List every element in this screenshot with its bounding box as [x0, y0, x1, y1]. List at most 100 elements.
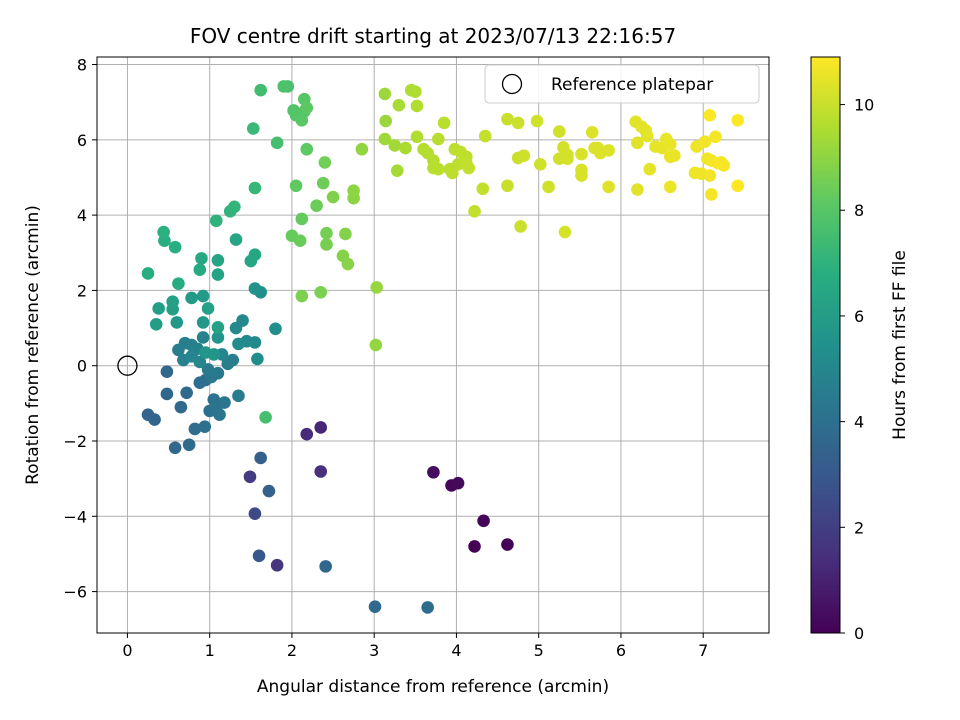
data-point — [254, 451, 267, 465]
data-point — [709, 130, 722, 144]
data-point — [388, 139, 402, 152]
reference-platepar-marker — [117, 355, 138, 376]
data-point — [698, 135, 712, 149]
data-point — [300, 427, 314, 441]
data-point — [514, 220, 527, 233]
data-point — [310, 199, 323, 213]
data-point — [320, 238, 333, 251]
data-point — [399, 141, 412, 155]
data-point — [248, 181, 262, 195]
data-point — [432, 132, 445, 146]
data-point — [451, 476, 465, 490]
data-point — [295, 212, 309, 226]
data-point — [293, 234, 307, 248]
data-point — [198, 420, 212, 433]
colorbar-ticks: 0 2 4 6 8 10 — [840, 96, 874, 643]
x-tick-label: 3 — [369, 641, 379, 660]
data-point — [314, 421, 328, 434]
legend-box — [484, 64, 760, 104]
colorbar-tick-label: 10 — [854, 96, 874, 115]
data-point — [631, 183, 644, 196]
data-point — [211, 253, 225, 267]
data-point — [427, 465, 440, 479]
data-point — [703, 169, 717, 182]
data-point — [199, 346, 212, 359]
data-point — [232, 389, 245, 403]
x-tick-label: 2 — [287, 641, 297, 660]
data-point — [410, 99, 424, 113]
data-point — [148, 413, 161, 426]
data-point — [511, 116, 525, 130]
scatter-points — [141, 80, 745, 614]
data-point — [211, 268, 225, 281]
x-tick-label: 7 — [698, 641, 708, 660]
data-point — [585, 125, 599, 139]
data-point — [731, 113, 745, 127]
data-point — [229, 233, 243, 246]
data-point — [355, 142, 369, 156]
data-point — [369, 338, 383, 352]
data-point — [575, 169, 588, 182]
data-point — [243, 470, 257, 484]
data-point — [295, 113, 309, 127]
data-point — [152, 302, 165, 315]
data-point — [640, 129, 654, 143]
data-point — [552, 125, 566, 138]
colorbar-tick-label: 8 — [854, 201, 864, 220]
data-point — [378, 132, 392, 146]
data-point — [501, 179, 514, 193]
data-point — [248, 282, 262, 295]
data-point — [392, 98, 406, 112]
legend-reference-marker — [501, 73, 523, 95]
data-point — [193, 263, 207, 277]
data-point — [731, 179, 745, 193]
data-point — [168, 441, 182, 455]
data-point — [211, 366, 225, 380]
data-point — [501, 538, 514, 551]
data-point — [141, 267, 155, 280]
data-point — [248, 248, 262, 261]
x-tick-label: 4 — [451, 641, 461, 660]
data-point — [201, 363, 215, 376]
y-tick-label: 8 — [77, 56, 87, 75]
data-point — [160, 365, 174, 379]
data-point — [170, 316, 184, 329]
data-point — [478, 129, 492, 143]
data-point — [236, 314, 249, 327]
data-point — [663, 180, 677, 194]
data-point — [193, 355, 207, 369]
data-point — [295, 289, 309, 303]
axis-ticks: 0 1 2 3 4 5 6 7 −6 −4 −2 0 2 4 6 8 — [63, 56, 708, 660]
y-tick-label: 0 — [77, 357, 87, 376]
y-tick-label: 6 — [77, 131, 87, 150]
data-point — [347, 184, 360, 197]
data-point — [246, 122, 260, 135]
data-point — [663, 138, 677, 151]
data-point — [182, 438, 196, 452]
chart-title: FOV centre drift starting at 2023/07/13 … — [190, 24, 676, 48]
data-point — [530, 114, 544, 128]
data-point — [300, 101, 314, 115]
y-axis-label: Rotation from reference (arcmin) — [23, 205, 43, 485]
plot-frame — [96, 56, 770, 634]
y-tick-label: 2 — [77, 281, 87, 300]
colorbar-label: Hours from first FF file — [890, 250, 910, 440]
legend-entry-reference-platepar: Reference platepar — [551, 75, 713, 95]
data-point — [270, 136, 284, 150]
data-point — [534, 157, 547, 171]
data-point — [316, 176, 330, 190]
data-point — [300, 142, 314, 156]
data-point — [409, 85, 422, 98]
y-tick-label: −4 — [63, 507, 87, 526]
colorbar-tick-label: 6 — [854, 307, 864, 326]
data-point — [314, 285, 328, 299]
data-point — [248, 507, 262, 520]
data-point — [602, 144, 615, 157]
colorbar-tick-label: 0 — [854, 624, 864, 643]
x-tick-label: 6 — [616, 641, 626, 660]
data-point — [174, 400, 188, 414]
colorbar — [810, 56, 841, 634]
data-point — [379, 114, 393, 128]
data-point — [277, 80, 291, 93]
